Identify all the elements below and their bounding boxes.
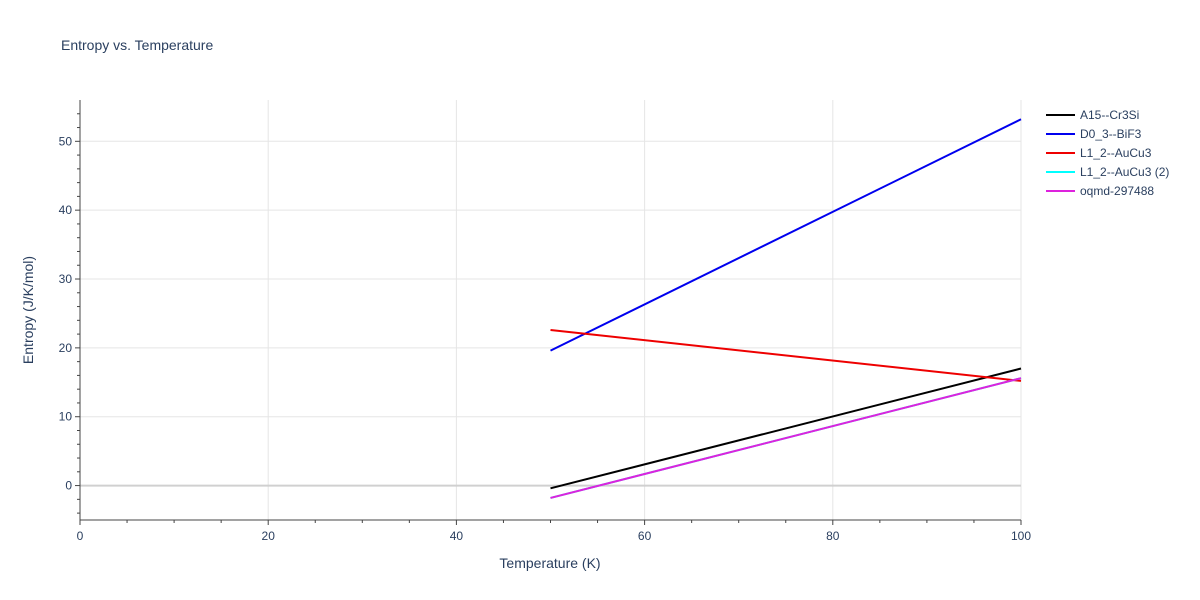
x-tick-label: 40 <box>450 529 464 543</box>
x-axis-label: Temperature (K) <box>499 555 600 571</box>
legend-item[interactable]: D0_3--BiF3 <box>1046 127 1142 141</box>
chart-title: Entropy vs. Temperature <box>61 37 213 53</box>
y-tick-label: 30 <box>59 272 73 286</box>
legend-item[interactable]: L1_2--AuCu3 <box>1046 146 1152 160</box>
axes <box>75 100 1022 525</box>
series-lines <box>550 118 1022 499</box>
x-tick-label: 80 <box>826 529 840 543</box>
legend-label: A15--Cr3Si <box>1080 108 1139 122</box>
y-tick-label: 20 <box>59 341 73 355</box>
y-tick-label: 50 <box>59 134 73 148</box>
legend-item[interactable]: oqmd-297488 <box>1046 184 1154 198</box>
legend-label: D0_3--BiF3 <box>1080 127 1142 141</box>
x-tick-label: 0 <box>77 529 84 543</box>
legend-item[interactable]: L1_2--AuCu3 (2) <box>1046 165 1169 179</box>
legend-label: L1_2--AuCu3 (2) <box>1080 165 1169 179</box>
y-tick-label: 40 <box>59 203 73 217</box>
y-tick-label: 10 <box>59 410 73 424</box>
y-tick-label: 0 <box>65 479 72 493</box>
legend-item[interactable]: A15--Cr3Si <box>1046 108 1139 122</box>
x-tick-label: 20 <box>262 529 276 543</box>
y-axis-label: Entropy (J/K/mol) <box>20 256 36 364</box>
legend-label: oqmd-297488 <box>1080 184 1154 198</box>
tick-labels: 0 20 40 60 80 100 0 10 20 30 40 50 <box>59 134 1032 543</box>
series-line <box>550 328 1022 382</box>
series-line <box>550 367 1022 490</box>
legend[interactable]: A15--Cr3Si D0_3--BiF3 L1_2--AuCu3 L1_2--AuC… <box>1046 108 1169 198</box>
legend-label: L1_2--AuCu3 <box>1080 146 1152 160</box>
x-tick-label: 60 <box>638 529 652 543</box>
x-tick-label: 100 <box>1011 529 1031 543</box>
grid <box>80 100 1022 520</box>
series-line <box>550 377 1022 499</box>
series-line <box>550 118 1022 352</box>
